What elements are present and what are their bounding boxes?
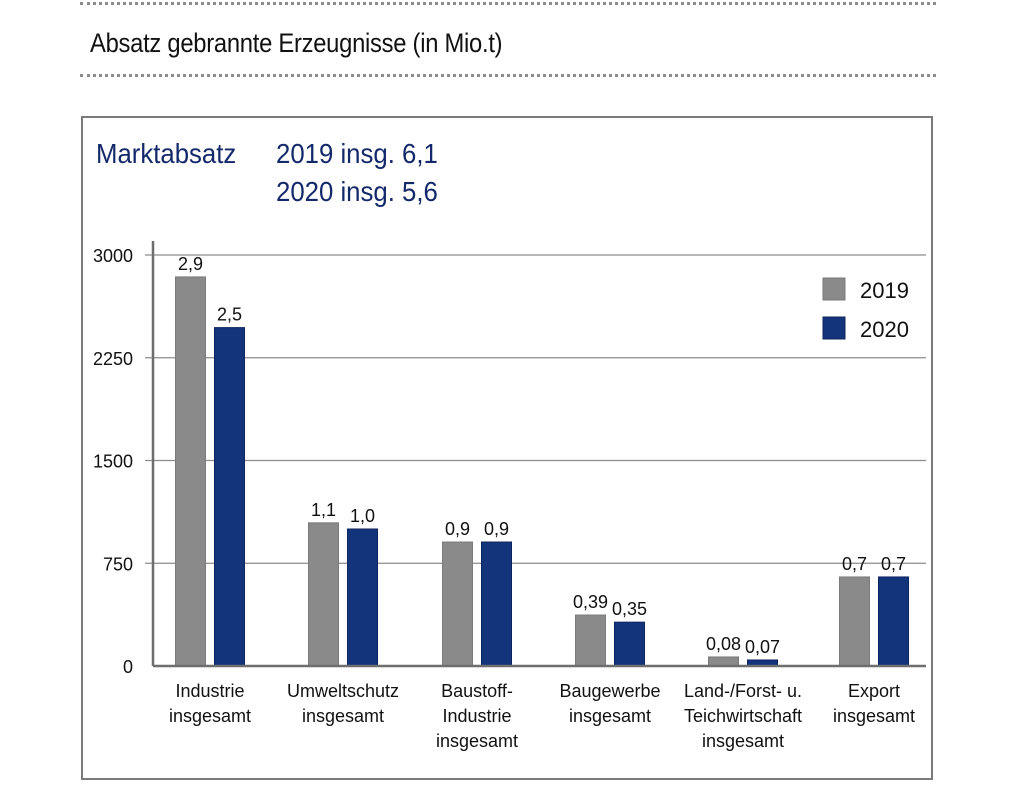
chart-frame [81,116,933,780]
y-tick-label: 750 [103,554,133,574]
bar-2019 [708,656,739,667]
y-tick-label: 0 [123,657,133,677]
data-label-2020: 2,5 [217,305,242,325]
x-category-label: Teichwirtschaft [684,706,802,726]
x-category-label: Industrie [442,706,511,726]
x-category-label: insgesamt [169,706,251,726]
y-tick-label: 3000 [93,246,133,266]
data-labels: 2,9 2,5 1,1 1,0 0,9 0,9 0,39 0,35 0,08 0,07 0,7 0,7 [178,254,906,657]
bar-2020 [614,621,645,667]
data-label-2019: 0,08 [706,634,741,654]
bar-2019 [175,276,206,667]
x-category-label: insgesamt [833,706,915,726]
bar-2020 [347,528,378,667]
legend-label-2020: 2020 [860,317,909,342]
data-label-2020: 0,9 [484,519,509,539]
legend-swatch-2020 [822,316,846,340]
x-category-label: Baustoff- [441,681,513,701]
summary-2020: 2020 insg. 5,6 [276,176,438,207]
bar-2019 [575,614,606,667]
legend-label-2019: 2019 [860,278,909,303]
data-label-2020: 0,35 [612,599,647,619]
bar-2020 [878,576,909,667]
page-heading: Absatz gebrannte Erzeugnisse (in Mio.t) [90,28,503,58]
data-label-2019: 0,9 [445,519,470,539]
heading-dotted-divider [80,74,936,77]
x-category-label: Industrie [175,681,244,701]
bar-2019 [308,522,339,667]
bar-2020 [214,327,245,667]
bar-2019 [442,541,473,667]
data-label-2019: 2,9 [178,254,203,274]
gridlines [145,254,926,564]
data-label-2020: 0,07 [745,637,780,657]
bar-2020 [481,541,512,667]
data-label-2019: 0,7 [842,554,867,574]
x-category-label: Baugewerbe [559,681,660,701]
y-tick-label: 2250 [93,349,133,369]
data-label-2020: 1,0 [350,506,375,526]
x-category-label: Umweltschutz [287,681,399,701]
top-dotted-divider [80,2,936,5]
bar-2019 [839,576,870,667]
summary-label: Marktabsatz [96,138,237,169]
bars [175,276,909,667]
data-label-2020: 0,7 [881,554,906,574]
x-category-label: insgesamt [302,706,384,726]
legend-swatch-2019 [822,277,846,301]
x-category-label: Export [848,681,900,701]
x-category-label: insgesamt [569,706,651,726]
legend: 2019 2020 [822,277,909,342]
x-category-label: Land-/Forst- u. [684,681,802,701]
data-label-2019: 0,39 [573,592,608,612]
y-tick-label: 1500 [93,452,133,472]
summary-2019: 2019 insg. 6,1 [276,138,438,169]
x-category-label: insgesamt [702,731,784,751]
data-label-2019: 1,1 [311,500,336,520]
x-category-label: insgesamt [436,731,518,751]
axes: 0 750 1500 2250 3000 Industrie insgesamt Umwelt… [93,241,926,751]
